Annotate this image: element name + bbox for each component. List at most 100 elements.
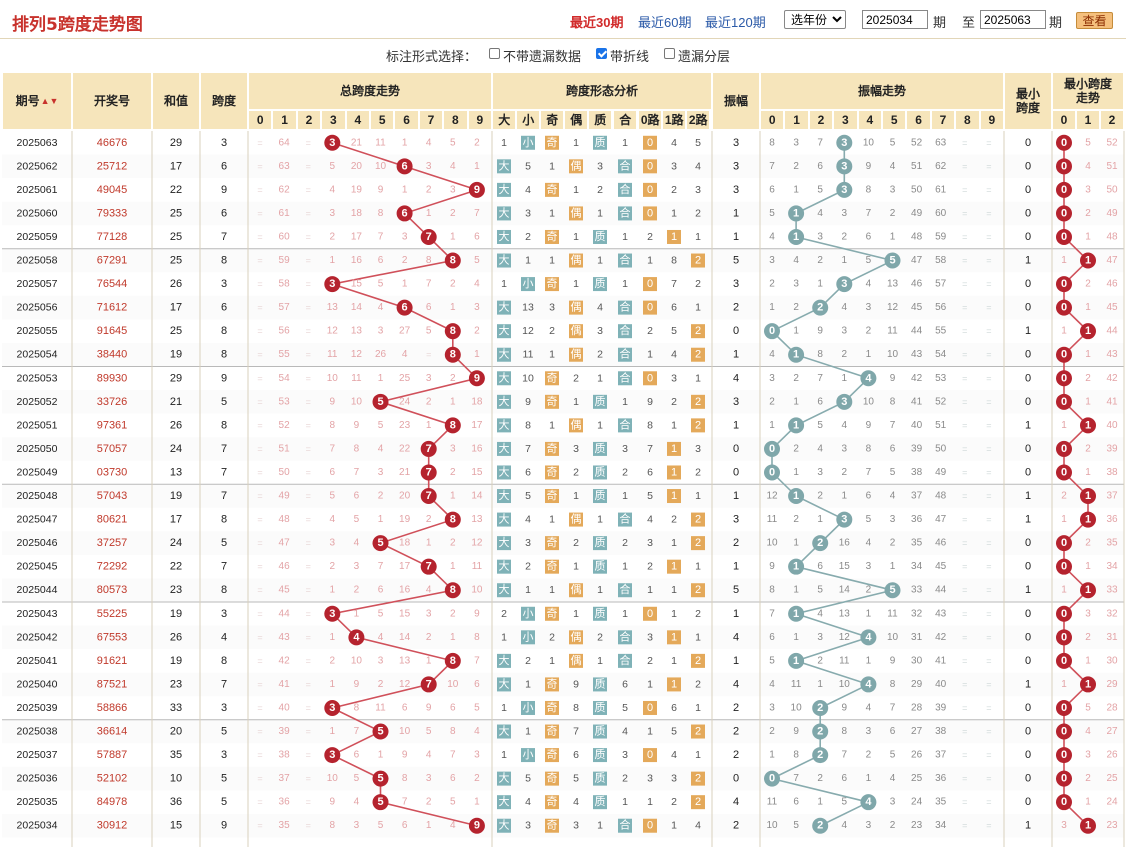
amp-miss: 12 <box>887 302 899 313</box>
range-to-input[interactable] <box>980 10 1046 29</box>
amplitude-value: 0 <box>733 443 739 455</box>
span-miss: 55 <box>279 349 291 360</box>
road-tag-label: 2 <box>695 773 701 785</box>
shape-tag-label: 奇 <box>547 371 558 384</box>
shape-miss: 4 <box>525 796 531 808</box>
span-ball <box>324 699 341 716</box>
shape-tag-label: 质 <box>595 395 606 408</box>
amp-ball <box>788 417 805 434</box>
span-miss: 24 <box>399 396 411 407</box>
shape-miss: 1 <box>671 655 677 667</box>
span-miss: 8 <box>378 208 384 219</box>
period-link-60[interactable]: 最近60期 <box>638 15 692 30</box>
amp-miss: 38 <box>911 467 923 478</box>
span-miss: 6 <box>474 679 480 690</box>
issue-number: 2025035 <box>17 796 58 808</box>
road-tag-label: 1 <box>671 631 677 643</box>
min-miss: 1 <box>1085 561 1091 572</box>
span-ball <box>372 393 389 410</box>
draw-number: 87521 <box>97 678 128 690</box>
span-miss: 16 <box>351 255 363 266</box>
span-miss: 3 <box>354 820 360 831</box>
amp-miss: 2 <box>793 161 799 172</box>
shape-tag-label: 奇 <box>547 819 558 832</box>
shape-miss: 2 <box>622 773 628 785</box>
shape-miss: 1 <box>525 584 531 596</box>
min-ball-label: 0 <box>1061 231 1067 243</box>
min-ball-label: 0 <box>1061 443 1067 455</box>
amp-miss: 46 <box>911 279 923 290</box>
option-checkbox-no-miss[interactable] <box>489 48 500 59</box>
shape-miss: 2 <box>695 466 701 478</box>
span-miss: 42 <box>279 655 291 666</box>
amp-miss: 2 <box>817 655 823 666</box>
min-ball <box>1080 817 1096 834</box>
amp-ball <box>764 440 780 457</box>
min-span-value: 0 <box>1025 773 1031 785</box>
shape-miss: 2 <box>695 678 701 690</box>
period-link-120[interactable]: 最近120期 <box>705 15 766 30</box>
span-ball-label: 8 <box>450 419 456 431</box>
amp-miss: 5 <box>890 750 896 761</box>
span-miss-empty: = <box>257 420 262 430</box>
shape-tag-label: 合 <box>620 629 631 643</box>
span-miss: 12 <box>399 679 411 690</box>
shape-tag <box>497 206 511 221</box>
top-bar: 排列5跨度走势图 最近30期 最近60期 最近120期 选年份 期 至 期 查看 <box>0 0 1126 39</box>
shape-tag-label: 大 <box>499 323 510 337</box>
year-select[interactable]: 选年份 <box>784 10 846 29</box>
shape-header: 0路 <box>638 110 663 130</box>
amp-miss: 50 <box>911 184 923 195</box>
span-ball <box>468 370 485 387</box>
min-miss: 52 <box>1106 137 1118 148</box>
col-header-issue[interactable]: 期号 ▲▼ <box>2 72 72 130</box>
shape-tag <box>593 441 607 456</box>
table-row <box>2 531 1124 555</box>
amp-miss-empty: = <box>962 397 967 407</box>
span-miss: 2 <box>330 655 336 666</box>
span-miss: 2 <box>426 396 432 407</box>
span-value: 5 <box>221 773 227 785</box>
span-miss-empty: = <box>257 538 262 548</box>
min-ball-label: 0 <box>1061 631 1067 643</box>
view-button[interactable]: 查看 <box>1076 12 1113 29</box>
min-ball <box>1056 440 1072 457</box>
span-ball-label: 4 <box>353 631 360 643</box>
shape-tag <box>497 536 511 551</box>
shape-miss: 2 <box>525 561 531 573</box>
amp-miss-empty: = <box>962 703 967 713</box>
span-ball-label: 9 <box>474 184 480 196</box>
amp-miss: 7 <box>842 750 848 761</box>
min-miss: 1 <box>1085 467 1091 478</box>
period-link-30[interactable]: 最近30期 <box>570 15 624 30</box>
shape-miss: 2 <box>573 372 579 384</box>
option-checkbox-line[interactable] <box>596 48 607 59</box>
option-checkbox-layer[interactable] <box>664 48 675 59</box>
shape-tag <box>593 724 607 739</box>
span-value: 3 <box>221 702 227 714</box>
shape-miss: 1 <box>695 490 701 502</box>
min-span-value: 0 <box>1025 443 1031 455</box>
draw-number: 37257 <box>97 537 128 549</box>
sort-arrows-icon[interactable]: ▲▼ <box>40 96 59 106</box>
shape-tag <box>521 277 535 292</box>
span-ball-label: 5 <box>377 796 383 808</box>
min-ball <box>1056 794 1072 811</box>
range-from-input[interactable] <box>862 10 928 29</box>
shape-tag-label: 偶 <box>571 513 582 526</box>
amp-miss: 15 <box>839 561 851 572</box>
span-miss: 1 <box>426 538 432 549</box>
span-miss: 64 <box>279 137 291 148</box>
shape-tag <box>497 300 511 315</box>
span-miss-empty: = <box>257 491 262 501</box>
road-tag-label: 0 <box>647 302 653 314</box>
min-ball <box>1056 370 1072 387</box>
min-miss: 47 <box>1106 255 1118 266</box>
shape-miss: 1 <box>622 561 628 573</box>
span-miss: 10 <box>375 161 387 172</box>
shape-tag-label: 质 <box>595 465 606 478</box>
sum-value: 29 <box>170 137 182 149</box>
span-miss: 18 <box>399 538 411 549</box>
table-row <box>2 413 1124 438</box>
span-miss: 51 <box>279 443 291 454</box>
